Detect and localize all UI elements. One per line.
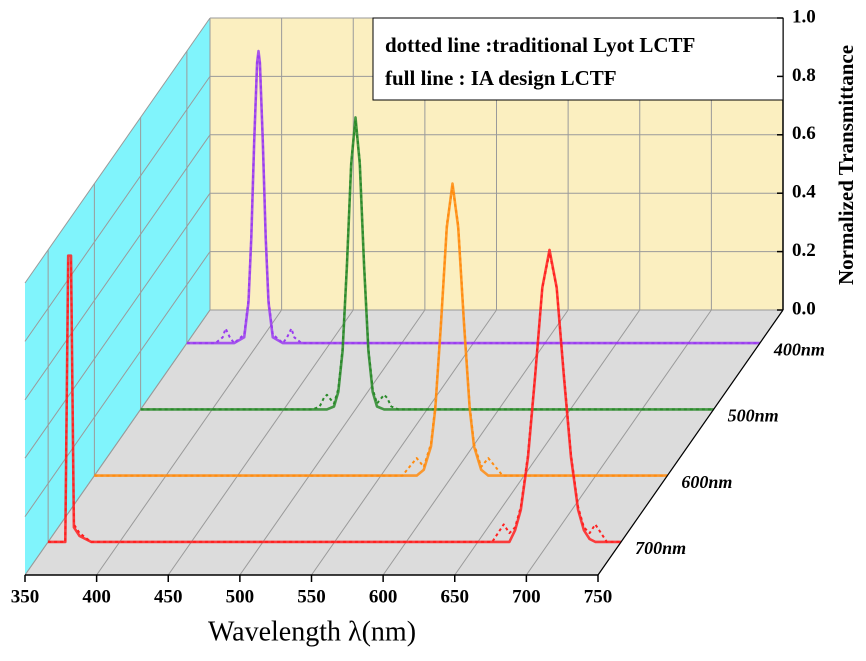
grid-line	[454, 309, 641, 576]
x-tick-label: 500	[226, 586, 255, 607]
x-tick-label: 400	[82, 586, 111, 607]
y-tick-label: 0.2	[792, 240, 816, 261]
dotted-line	[94, 185, 668, 477]
grid-line	[167, 309, 354, 576]
x-axis-title: Wavelength λ(nm)	[208, 616, 416, 647]
y-tick-label: 0.4	[792, 182, 816, 203]
legend-text: full line : IA design LCTF	[385, 66, 617, 90]
grid-line	[24, 17, 211, 284]
x-tick-label: 600	[369, 586, 398, 607]
grid-line	[525, 309, 712, 576]
x-tick-label: 700	[512, 586, 541, 607]
x-tick-label: 750	[584, 586, 613, 607]
left-wall	[25, 18, 210, 575]
x-tick-label: 650	[441, 586, 470, 607]
grid-line	[24, 192, 211, 459]
grid-line	[24, 309, 211, 576]
grid-line	[24, 251, 211, 517]
x-tick-label: 350	[11, 586, 40, 607]
full-line	[140, 116, 714, 411]
depth-label: 700nm	[635, 538, 686, 558]
grid-line	[24, 76, 211, 342]
legend-box	[372, 17, 784, 101]
legend-text: dotted line :traditional Lyot LCTF	[385, 33, 695, 57]
x-tick-label: 550	[297, 586, 326, 607]
y-tick-label: 0.6	[792, 123, 816, 144]
y-tick-label: 0.8	[792, 65, 816, 86]
y-axis-title: Normalized Transmittance	[834, 45, 858, 285]
dotted-line	[140, 119, 714, 411]
grid-line	[24, 134, 211, 401]
depth-label: 600nm	[681, 472, 732, 492]
x-tick-label: 450	[154, 586, 183, 607]
depth-label: 500nm	[728, 406, 779, 426]
y-tick-label: 1.0	[792, 6, 816, 27]
full-line	[94, 182, 668, 477]
grid-line	[239, 309, 426, 576]
depth-axis	[597, 309, 784, 576]
full-line	[186, 49, 760, 345]
grid-line	[96, 309, 283, 576]
depth-label: 400nm	[773, 339, 825, 359]
y-tick-label: 0.0	[792, 298, 816, 319]
